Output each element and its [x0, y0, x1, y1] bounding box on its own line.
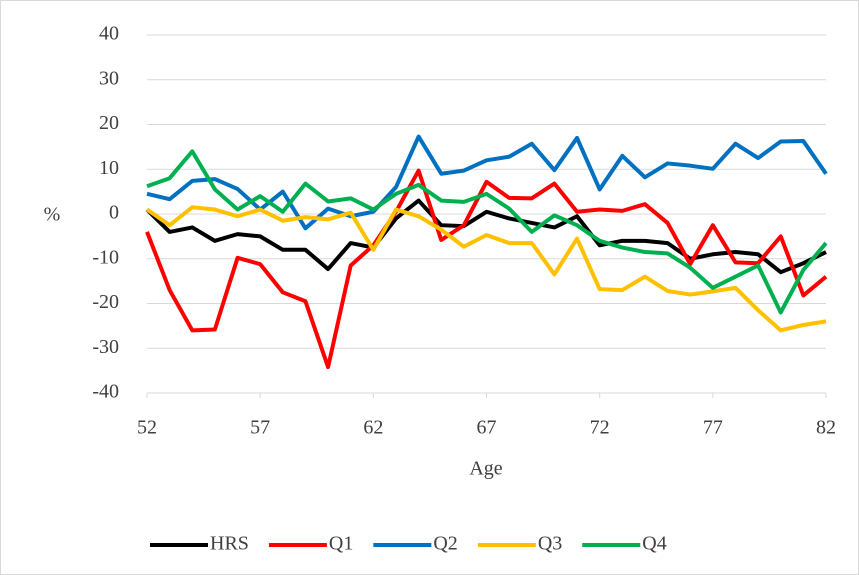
legend-label: Q3 — [538, 533, 562, 555]
legend-label: HRS — [210, 533, 249, 555]
legend-label: Q4 — [642, 533, 666, 555]
x-tick-label: 82 — [816, 417, 836, 439]
y-axis-label: % — [44, 204, 61, 226]
x-tick-label: 67 — [477, 417, 497, 439]
x-tick-label: 52 — [137, 417, 157, 439]
x-tick-label: 57 — [250, 417, 270, 439]
x-tick-label: 62 — [363, 417, 383, 439]
y-tick-label: 30 — [99, 67, 119, 89]
y-tick-label: -30 — [92, 336, 119, 358]
series-line — [145, 205, 827, 333]
x-tick-label: 72 — [590, 417, 610, 439]
y-tick-label: 20 — [99, 112, 119, 134]
y-tick-label: -20 — [92, 291, 119, 313]
x-axis-label: Age — [469, 458, 502, 480]
x-tick-label: 77 — [703, 417, 723, 439]
y-tick-label: -10 — [92, 246, 119, 268]
y-tick-label: 10 — [99, 157, 119, 179]
series-line — [146, 149, 828, 315]
y-tick-label: 40 — [99, 23, 119, 45]
legend-label: Q1 — [329, 533, 353, 555]
y-tick-label: 0 — [109, 202, 119, 224]
y-tick-label: -40 — [92, 381, 119, 403]
legend-label: Q2 — [433, 533, 457, 555]
series-line — [145, 198, 827, 275]
series-line — [145, 168, 828, 370]
